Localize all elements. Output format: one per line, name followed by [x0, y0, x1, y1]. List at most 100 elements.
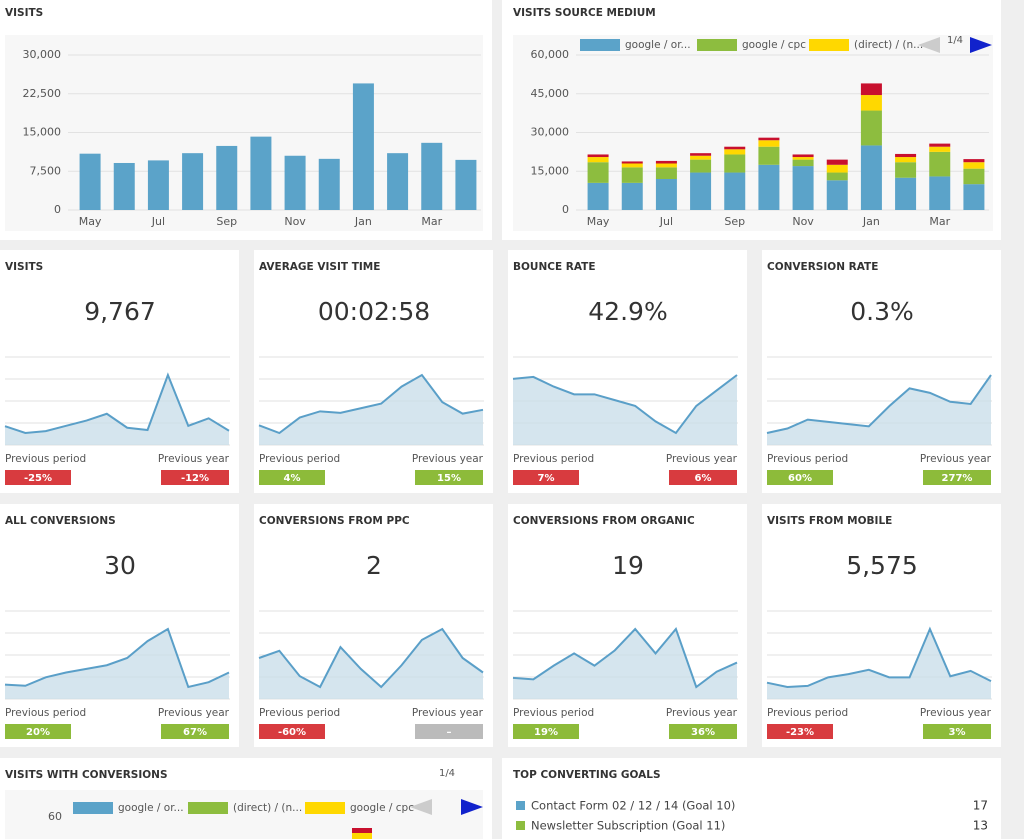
change-value: 277% — [942, 473, 973, 484]
legend-label: (direct) / (n... — [233, 802, 302, 814]
bar-segment — [758, 140, 780, 147]
pager-prev[interactable] — [918, 37, 940, 53]
bar — [455, 159, 477, 210]
pager-next[interactable] — [970, 37, 992, 53]
kpi-value: 0.3% — [850, 297, 914, 326]
y-tick-label: 60 — [48, 810, 62, 823]
bar-segment — [724, 154, 746, 173]
legend-label: google / or... — [625, 39, 691, 51]
sparkline — [258, 373, 484, 435]
plot-area — [5, 790, 483, 839]
change-value: 67% — [183, 727, 207, 738]
compare-label: Previous year — [158, 453, 230, 465]
compare-label: Previous period — [5, 453, 86, 465]
panel-title: VISITS SOURCE MEDIUM — [513, 7, 656, 19]
change-value: 15% — [437, 473, 461, 484]
bar-segment — [895, 157, 917, 163]
pager[interactable]: 1/4 — [947, 35, 963, 46]
kpi-card — [0, 504, 239, 747]
y-tick-label: 0 — [562, 203, 569, 216]
change-value: 7% — [538, 473, 555, 484]
kpi-title: CONVERSION RATE — [767, 261, 878, 273]
kpi-card — [508, 504, 747, 747]
change-value: -60% — [278, 727, 306, 738]
sparkline — [258, 627, 484, 689]
kpi-value: 30 — [104, 551, 136, 580]
change-badge — [669, 470, 737, 485]
panel-title: VISITS — [5, 7, 43, 19]
kpi-value: 9,767 — [84, 297, 156, 326]
bar — [113, 162, 135, 210]
compare-label: Previous period — [513, 453, 594, 465]
bar-segment — [963, 159, 985, 163]
kpi-value: 2 — [366, 551, 382, 580]
x-tick-label: Mar — [421, 215, 442, 228]
kpi-card — [508, 250, 747, 493]
bar-segment — [792, 157, 814, 160]
x-tick-label: May — [587, 215, 610, 228]
change-badge — [415, 470, 483, 485]
goal-count: 13 — [973, 819, 988, 833]
bar — [421, 142, 443, 210]
compare-label: Previous period — [767, 453, 848, 465]
change-value: 60% — [788, 473, 812, 484]
y-tick-label: 22,500 — [23, 87, 62, 100]
bar-segment — [655, 167, 677, 179]
bar — [79, 153, 101, 210]
change-value: -25% — [24, 473, 52, 484]
bar-segment — [587, 154, 609, 158]
sparkline — [4, 627, 230, 689]
y-tick-label: 60,000 — [531, 48, 570, 61]
bar-segment — [929, 143, 951, 147]
bar-segment — [758, 146, 780, 165]
x-tick-label: Jul — [659, 215, 673, 228]
bar — [284, 155, 306, 210]
bar-segment — [690, 155, 712, 160]
pager-prev[interactable] — [410, 799, 432, 815]
change-badge — [5, 724, 71, 739]
change-badge — [161, 470, 229, 485]
change-value: 4% — [284, 473, 301, 484]
x-tick-label: Jan — [354, 215, 372, 228]
sparkline — [512, 374, 738, 435]
bar — [216, 145, 238, 210]
change-value: 36% — [691, 727, 715, 738]
goal-count: 17 — [973, 799, 988, 813]
kpi-card — [254, 504, 493, 747]
pager-next[interactable] — [461, 799, 483, 815]
y-tick-label: 30,000 — [23, 48, 62, 61]
kpi-card — [0, 250, 239, 493]
kpi-title: VISITS — [5, 261, 43, 273]
bar-segment — [929, 146, 951, 152]
change-badge — [513, 724, 579, 739]
compare-label: Previous period — [259, 707, 340, 719]
kpi-card — [762, 250, 1001, 493]
bar-segment — [621, 182, 643, 210]
goal-swatch — [516, 801, 525, 810]
panel-title: TOP CONVERTING GOALS — [513, 769, 661, 781]
bar-fragment — [352, 828, 372, 833]
bar-segment — [621, 163, 643, 168]
compare-label: Previous period — [259, 453, 340, 465]
change-badge — [767, 470, 833, 485]
bar-segment — [724, 149, 746, 155]
goal-name: Contact Form 02 / 12 / 14 (Goal 10) — [531, 799, 735, 813]
kpi-title: VISITS FROM MOBILE — [767, 515, 892, 527]
pager[interactable]: 1/4 — [439, 768, 455, 779]
legend-swatch — [188, 802, 228, 814]
x-tick-label: Jul — [151, 215, 165, 228]
bar-fragment — [352, 833, 372, 839]
change-value: 3% — [949, 727, 966, 738]
sparkline — [512, 627, 738, 689]
sparkline-area — [767, 629, 991, 699]
legend-swatch — [580, 39, 620, 51]
bar-segment — [860, 110, 882, 146]
change-badge — [513, 470, 579, 485]
kpi-value: 00:02:58 — [318, 297, 430, 326]
bar — [352, 83, 374, 210]
bar-segment — [690, 159, 712, 173]
bar-segment — [826, 164, 848, 173]
bar — [318, 158, 340, 210]
bar-segment — [860, 145, 882, 210]
